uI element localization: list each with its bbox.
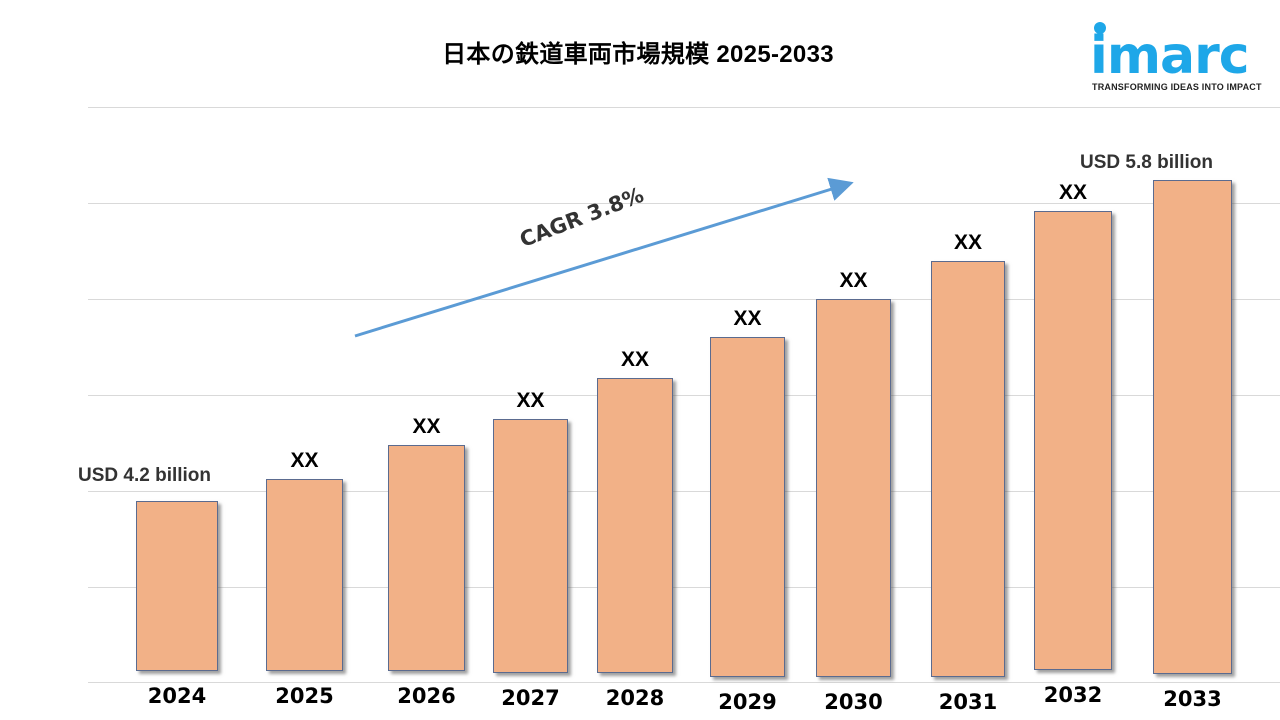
x-tick-label: 2029 (718, 690, 777, 714)
gridline (88, 491, 1280, 492)
x-tick-label: 2027 (501, 686, 560, 710)
x-tick-label: 2026 (397, 684, 456, 708)
start-value-label: USD 4.2 billion (78, 465, 212, 486)
bar-2025 (266, 479, 343, 671)
logo-wordmark: imarc (1090, 26, 1250, 86)
bar-2027 (493, 419, 568, 673)
gridline (88, 587, 1280, 588)
bar-2024 (136, 501, 218, 671)
x-tick-label: 2032 (1043, 683, 1103, 707)
bar-2028 (597, 378, 673, 673)
bar-value-label: XX (733, 307, 762, 330)
x-tick-label: 2025 (275, 684, 334, 708)
chart-title: 日本の鉄道車両市場規模 2025-2033 (0, 34, 1280, 69)
x-tick-label: 2033 (1163, 687, 1222, 711)
end-value-label: USD 5.8 billion (1080, 152, 1214, 173)
logo-dot-icon (1094, 22, 1106, 34)
gridline (88, 107, 1280, 108)
bar-2033 (1153, 180, 1232, 674)
chart-title-text: 日本の鉄道車両市場規模 2025-2033 (442, 41, 834, 68)
bar-value-label: XX (620, 348, 649, 371)
bar-2029 (710, 337, 785, 677)
bar-value-label: XX (839, 269, 868, 292)
bar-value-label: XX (953, 231, 982, 254)
x-tick-label: 2030 (824, 690, 883, 714)
gridline (88, 203, 1280, 204)
bar-2026 (388, 445, 465, 671)
x-tick-label: 2024 (147, 684, 207, 708)
bar-2031 (931, 261, 1005, 677)
gridline (88, 395, 1280, 396)
bar-2032 (1034, 211, 1112, 670)
x-axis-line (88, 682, 1280, 683)
logo-tagline: TRANSFORMING IDEAS INTO IMPACT (1092, 82, 1262, 92)
x-tick-label: 2028 (605, 686, 665, 710)
bar-2030 (816, 299, 891, 677)
bar-value-label: XX (516, 389, 545, 412)
imarc-logo: imarc TRANSFORMING IDEAS INTO IMPACT (1088, 18, 1268, 98)
bar-value-label: XX (412, 415, 441, 438)
bar-value-label: XX (1058, 181, 1087, 204)
x-tick-label: 2031 (938, 690, 998, 714)
gridline (88, 299, 1280, 300)
bar-value-label: XX (290, 449, 319, 472)
